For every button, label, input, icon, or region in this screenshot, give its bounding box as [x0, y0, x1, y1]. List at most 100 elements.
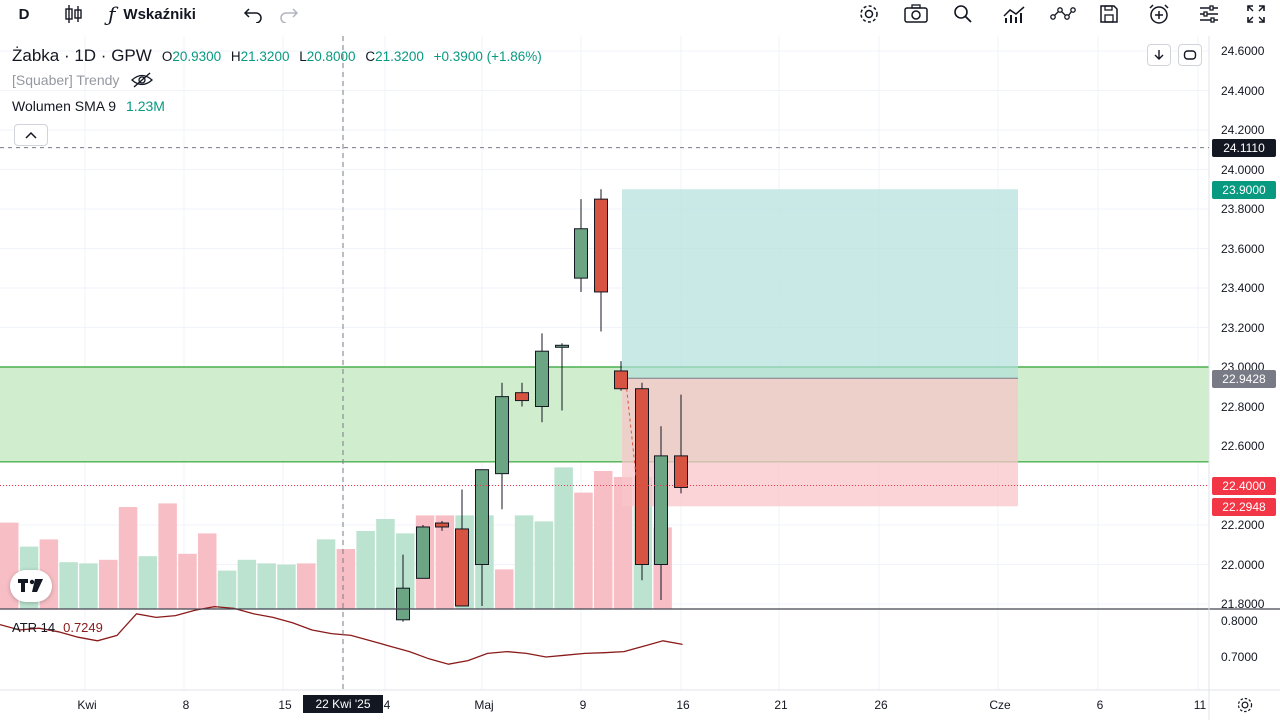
volume-bar [613, 477, 633, 609]
undo-icon [243, 8, 262, 23]
redo-button[interactable] [276, 0, 302, 28]
bar-chart-icon [1003, 6, 1025, 23]
fullscreen-icon [1247, 5, 1265, 23]
candle-body [594, 198, 608, 293]
chart-zones [0, 189, 1209, 507]
price-tick-label: 22.2000 [1221, 518, 1265, 532]
volume-bar [594, 471, 613, 609]
price-tick-label: 22.8000 [1221, 399, 1265, 414]
candle-body [535, 350, 549, 408]
time-tick-label: 11 [1193, 698, 1207, 712]
scroll-latest-button[interactable] [1147, 44, 1171, 66]
atr-value: 0.7249 [63, 620, 103, 635]
candle-body [435, 522, 449, 528]
volume-bar [574, 492, 593, 609]
price-tick-label: 24.0000 [1221, 162, 1265, 177]
close-value: 21.3200 [375, 48, 424, 64]
price-tick-label: 23.2000 [1221, 320, 1265, 335]
volume-bar [79, 563, 98, 609]
low-key: L [299, 48, 307, 64]
open-value: 20.9300 [172, 48, 222, 64]
atr-legend[interactable]: ATR 14 0.7249 [12, 620, 103, 635]
volume-bar [237, 559, 257, 609]
alarm-plus-icon [1149, 4, 1169, 24]
interval-selector[interactable]: D [10, 0, 38, 28]
eye-off-icon[interactable] [131, 72, 154, 88]
volume-bar [99, 559, 118, 609]
chart-type-button[interactable] [60, 0, 86, 28]
candles [396, 189, 688, 622]
indicator-legend-trend[interactable]: [Squaber] Trendy [12, 72, 154, 88]
gear-icon [860, 5, 878, 23]
time-tick-label: 9 [579, 698, 587, 712]
search-icon [954, 5, 972, 23]
interval-label: D [18, 5, 30, 23]
price-tick-label: 23.4000 [1221, 281, 1265, 295]
atr-pane [0, 605, 683, 665]
price-tick-label: 22.0000 [1221, 557, 1265, 572]
nodes-icon [1050, 7, 1076, 20]
sliders-icon [1200, 5, 1218, 23]
volume-bar [138, 556, 158, 609]
support-zone [0, 367, 1209, 462]
volume-bar [336, 549, 356, 609]
volume-value: 1.23M [126, 98, 165, 114]
close-key: C [365, 48, 376, 64]
tradingview-logo[interactable] [10, 570, 52, 602]
indicators-button[interactable]: ƒ Wskaźniki [108, 0, 226, 28]
low-value: 20.8000 [306, 48, 356, 64]
candles-icon [65, 5, 82, 23]
time-tick-label: 4 [383, 698, 391, 712]
candle-body [555, 344, 569, 348]
atr-tick-label: 0.8000 [1221, 614, 1258, 628]
volume-bar [534, 521, 554, 609]
price-tick-label: 21.8000 [1221, 597, 1265, 611]
high-key: H [230, 48, 241, 64]
volume-bar [257, 563, 276, 609]
volume-bar [514, 515, 534, 609]
volume-bar [118, 507, 138, 609]
time-tick-label: 16 [676, 698, 690, 712]
price-tag: 23.9000 [1212, 181, 1276, 199]
collapse-legend-button[interactable] [14, 124, 48, 146]
high-value: 21.3200 [240, 48, 290, 64]
price-tag: 22.2948 [1212, 498, 1276, 516]
financials-button[interactable] [1000, 0, 1028, 28]
price-tick-label: 23.8000 [1221, 202, 1265, 216]
volume-bar [198, 533, 217, 609]
volume-bar [217, 570, 237, 609]
object-tree-button[interactable] [1195, 0, 1223, 28]
undo-button[interactable] [240, 0, 266, 28]
chart-settings-button[interactable] [1234, 694, 1256, 716]
compare-button[interactable] [1048, 0, 1078, 28]
time-tick-label: 6 [1096, 698, 1104, 712]
search-button[interactable] [950, 0, 976, 28]
screenshot-button[interactable] [902, 0, 930, 28]
alert-button[interactable] [1145, 0, 1173, 28]
refresh-icon [1183, 50, 1197, 60]
indicator-legend-volume[interactable]: Wolumen SMA 9 1.23M [12, 98, 165, 114]
symbol-name[interactable]: Żabka · 1D · GPW [12, 46, 152, 65]
reset-scale-button[interactable] [1178, 44, 1202, 66]
fullscreen-button[interactable] [1242, 0, 1270, 28]
time-tick-label: Kwi [77, 698, 97, 712]
camera-icon [904, 4, 928, 23]
time-tick-label: 26 [874, 698, 888, 712]
price-tick-label: 22.6000 [1221, 439, 1265, 453]
candle-body [475, 469, 489, 566]
function-icon: ƒ [108, 2, 116, 26]
price-tag: 24.1110 [1212, 139, 1276, 157]
atr-line [0, 605, 683, 665]
chevron-up-icon [25, 131, 37, 139]
atr-label: ATR 14 [12, 620, 56, 635]
candle-body [396, 587, 410, 621]
tv-logo-icon [18, 579, 43, 592]
volume-bar [554, 467, 573, 609]
candle-body [635, 388, 649, 565]
candle-body [495, 396, 509, 475]
price-tag: 22.9428 [1212, 370, 1276, 388]
candle-body [416, 526, 430, 579]
settings-button[interactable] [855, 0, 883, 28]
save-button[interactable] [1095, 0, 1123, 28]
